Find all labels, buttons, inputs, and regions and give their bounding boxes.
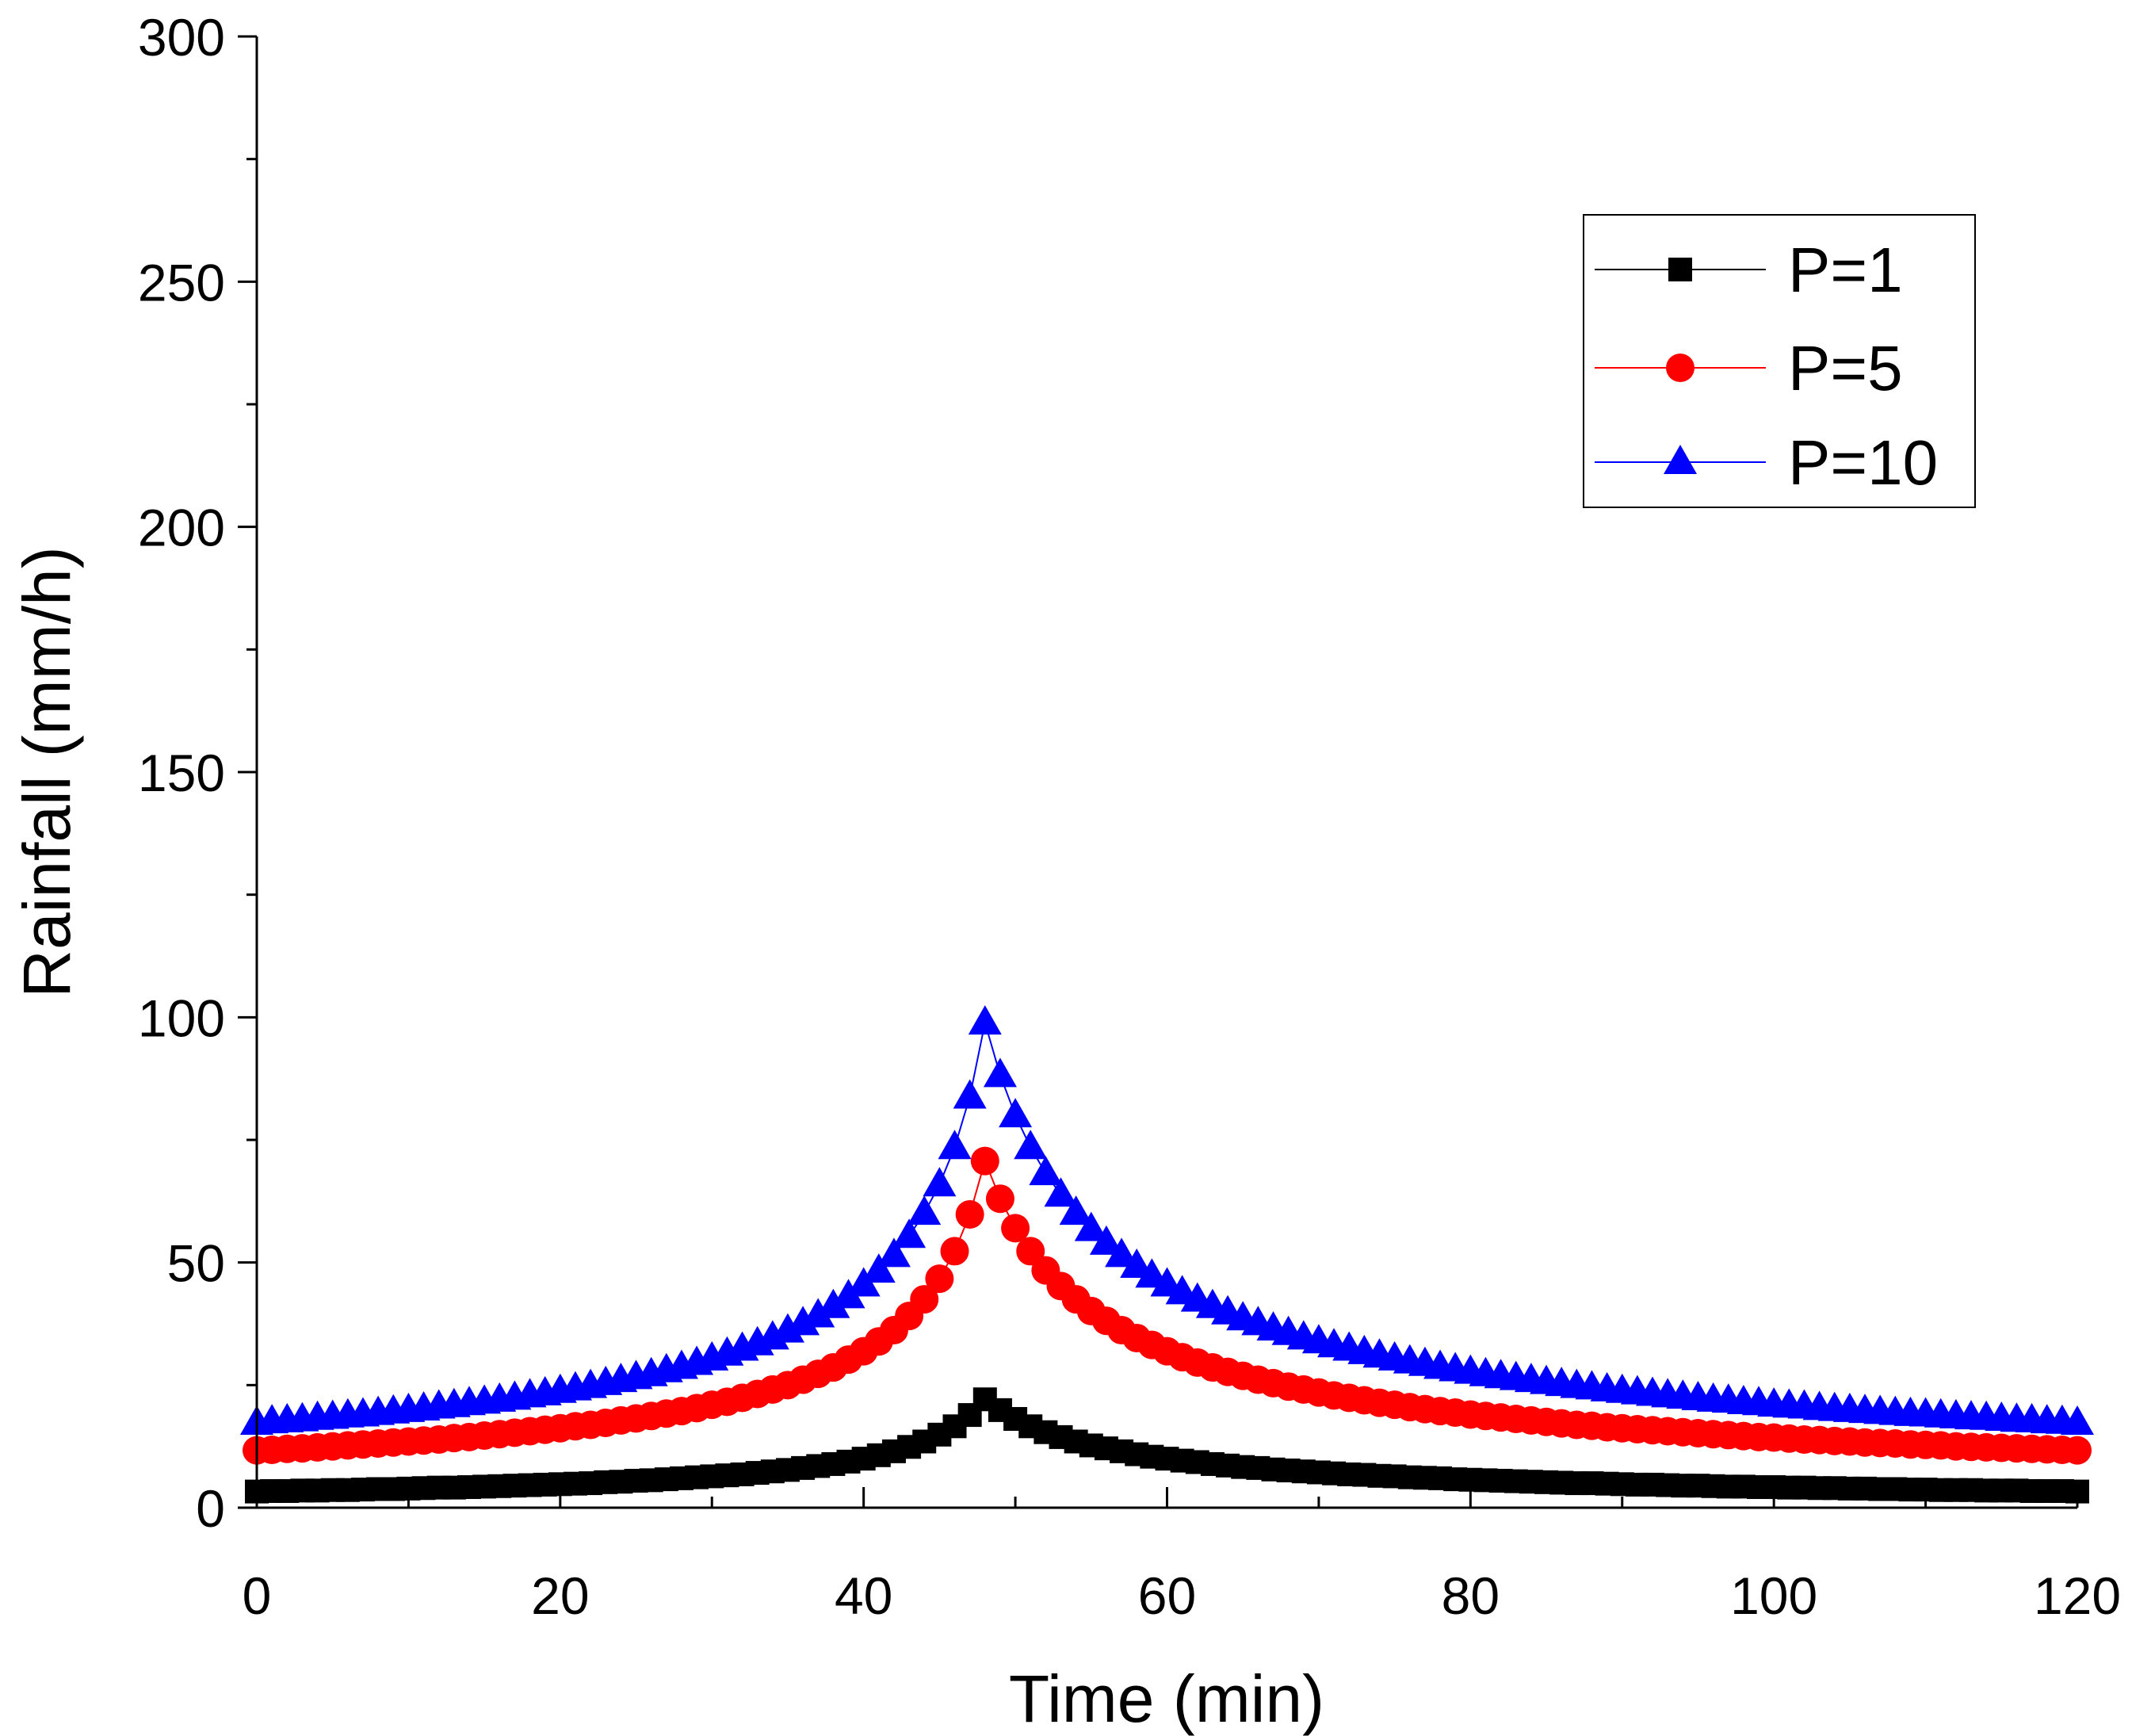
data-point-p5 [955, 1200, 984, 1229]
data-point-p10 [831, 1279, 865, 1309]
axes: 0 20 40 60 80 100 120 0 50 100 150 200 250 300 [138, 8, 2121, 1625]
series-points-p1 [245, 1387, 2089, 1504]
data-point-p5 [925, 1264, 954, 1294]
y-tick-label: 100 [138, 988, 225, 1047]
series-markers [240, 1005, 2094, 1504]
data-point-p10 [999, 1098, 1033, 1128]
data-point-p10 [801, 1298, 835, 1328]
data-point-p10 [770, 1313, 804, 1343]
data-point-p10 [1074, 1211, 1108, 1241]
y-ticks: 0 50 100 150 200 250 300 [138, 8, 257, 1538]
data-point-p10 [877, 1237, 911, 1268]
data-point-p10 [816, 1288, 850, 1318]
legend-marker [1664, 445, 1697, 474]
legend: P=1 P=5 P=10 [1583, 214, 1976, 508]
legend-box [1583, 214, 1976, 508]
x-tick-label: 120 [2034, 1566, 2121, 1625]
y-tick-label: 0 [196, 1479, 225, 1538]
y-tick-label: 150 [138, 744, 225, 802]
data-point-p5 [1001, 1214, 1030, 1243]
data-point-p10 [907, 1195, 942, 1226]
x-tick-label: 100 [1730, 1566, 1817, 1625]
x-tick-label: 80 [1442, 1566, 1500, 1625]
data-point-p10 [862, 1253, 896, 1283]
data-point-p5 [1016, 1237, 1045, 1266]
data-point-p5 [910, 1285, 939, 1314]
y-axis-label: Rainfall (mm/h) [10, 546, 84, 997]
x-tick-label: 40 [835, 1566, 892, 1625]
data-point-p10 [892, 1218, 927, 1248]
legend-marker [1666, 354, 1695, 382]
data-point-p10 [1059, 1195, 1093, 1226]
legend-label: P=1 [1788, 235, 1903, 305]
x-ticks: 0 20 40 60 80 100 120 [243, 1487, 2121, 1625]
y-tick-label: 50 [167, 1234, 225, 1293]
x-tick-label: 20 [531, 1566, 589, 1625]
series-points-p5 [243, 1146, 2092, 1465]
data-point-p10 [953, 1079, 987, 1109]
data-point-p10 [1105, 1237, 1139, 1268]
x-tick-label: 60 [1138, 1566, 1196, 1625]
data-point-p5 [970, 1146, 999, 1176]
data-point-p5 [940, 1237, 969, 1266]
data-point-p10 [983, 1057, 1017, 1088]
y-tick-label: 250 [138, 253, 225, 312]
y-tick-label: 200 [138, 499, 225, 557]
data-point-p10 [1029, 1156, 1063, 1186]
series-points-p10 [240, 1005, 2094, 1435]
data-point-p10 [786, 1306, 820, 1336]
data-point-p10 [1044, 1177, 1078, 1207]
data-point-p5 [985, 1184, 1014, 1214]
x-axis-label: Time (min) [1009, 1661, 1324, 1736]
data-point-p10 [1014, 1130, 1048, 1160]
data-point-p10 [2061, 1405, 2094, 1435]
x-tick-label: 0 [243, 1566, 272, 1625]
legend-marker [1668, 258, 1692, 281]
legend-label: P=5 [1788, 333, 1903, 403]
data-point-p10 [938, 1130, 972, 1160]
data-point-p10 [1089, 1225, 1123, 1255]
data-point-p10 [968, 1005, 1002, 1035]
data-point-p10 [923, 1167, 957, 1197]
data-point-p5 [2063, 1436, 2092, 1465]
legend-label: P=10 [1788, 427, 1938, 498]
y-tick-label: 300 [138, 8, 225, 67]
